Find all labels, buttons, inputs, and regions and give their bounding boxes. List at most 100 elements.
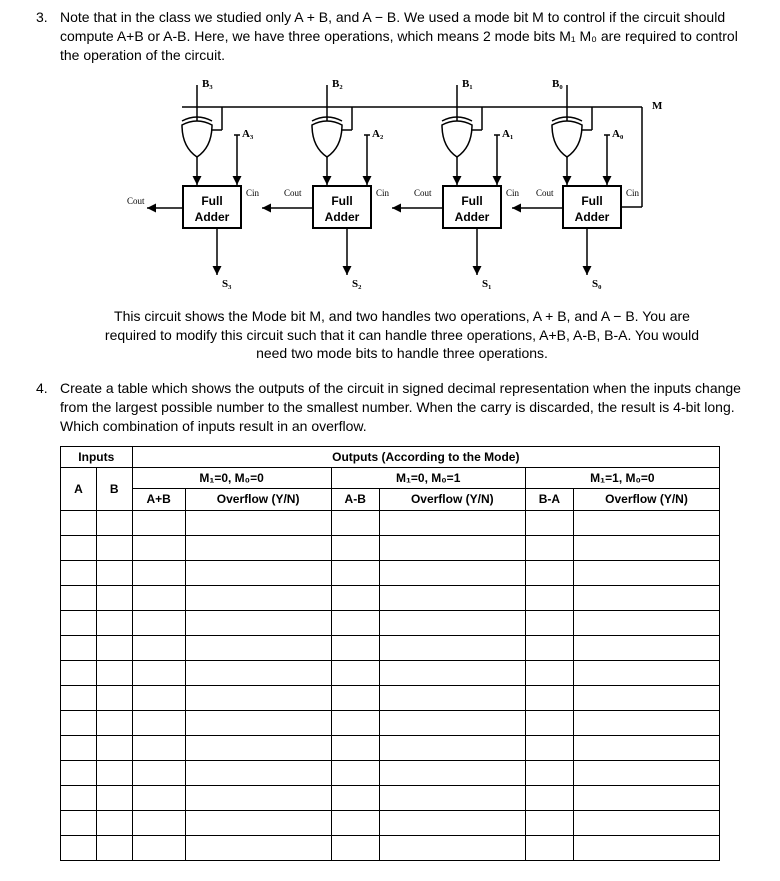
table-cell <box>525 660 573 685</box>
label-cin-0: Cin <box>626 187 639 199</box>
table-cell <box>379 660 525 685</box>
q4-text: Create a table which shows the outputs o… <box>60 379 744 436</box>
table-cell <box>379 685 525 710</box>
table-cell <box>96 560 132 585</box>
table-cell <box>96 535 132 560</box>
table-row <box>61 510 720 535</box>
label-s2: S₂ <box>352 277 361 292</box>
th-mode10: M₁=1, M₀=0 <box>525 468 719 489</box>
table-row <box>61 635 720 660</box>
table-cell <box>379 710 525 735</box>
table-cell <box>96 785 132 810</box>
label-cin-1: Cin <box>506 187 519 199</box>
table-cell <box>185 585 331 610</box>
table-cell <box>525 610 573 635</box>
label-b1: B₁ <box>462 77 473 92</box>
th-a: A <box>61 468 97 510</box>
table-cell <box>574 610 720 635</box>
table-cell <box>132 810 185 835</box>
table-cell <box>132 560 185 585</box>
table-cell <box>525 760 573 785</box>
table-cell <box>61 835 97 860</box>
table-row <box>61 660 720 685</box>
table-cell <box>61 610 97 635</box>
table-head: Inputs Outputs (According to the Mode) A… <box>61 447 720 511</box>
q4-number: 4. <box>36 379 48 398</box>
table-cell <box>185 535 331 560</box>
full-adder-3: FullAdder <box>182 185 242 229</box>
table-body <box>61 510 720 860</box>
table-cell <box>61 810 97 835</box>
table-cell <box>61 685 97 710</box>
table-cell <box>331 635 379 660</box>
table-cell <box>574 535 720 560</box>
table-cell <box>185 710 331 735</box>
table-row <box>61 735 720 760</box>
table-cell <box>96 835 132 860</box>
table-cell <box>379 535 525 560</box>
table-cell <box>525 835 573 860</box>
table-cell <box>132 510 185 535</box>
table-cell <box>96 660 132 685</box>
label-cin-3: Cin <box>246 187 259 199</box>
table-cell <box>331 760 379 785</box>
table-cell <box>574 510 720 535</box>
table-cell <box>574 810 720 835</box>
table-cell <box>525 685 573 710</box>
table-cell <box>61 735 97 760</box>
table-cell <box>61 785 97 810</box>
table-cell <box>331 810 379 835</box>
th-overflow-3: Overflow (Y/N) <box>574 489 720 510</box>
table-row <box>61 610 720 635</box>
label-b0: B₀ <box>552 77 563 92</box>
table-cell <box>574 585 720 610</box>
label-b3: B₃ <box>202 77 213 92</box>
label-s0: S₀ <box>592 277 601 292</box>
table-cell <box>574 760 720 785</box>
label-s3: S₃ <box>222 277 231 292</box>
table-cell <box>331 610 379 635</box>
table-cell <box>574 735 720 760</box>
table-cell <box>331 535 379 560</box>
table-cell <box>574 785 720 810</box>
q3-text: Note that in the class we studied only A… <box>60 8 744 65</box>
table-row <box>61 835 720 860</box>
table-cell <box>96 510 132 535</box>
table-cell <box>185 810 331 835</box>
circuit-diagram: FullAdder FullAdder FullAdder FullAdder … <box>122 75 682 305</box>
label-m: M <box>652 99 662 114</box>
table-cell <box>379 635 525 660</box>
table-cell <box>132 835 185 860</box>
table-cell <box>574 635 720 660</box>
th-b: B <box>96 468 132 510</box>
th-mode00: M₁=0, M₀=0 <box>132 468 331 489</box>
table-cell <box>185 685 331 710</box>
table-row <box>61 810 720 835</box>
label-cout-2: Cout <box>284 187 302 199</box>
table-cell <box>331 785 379 810</box>
table-row <box>61 535 720 560</box>
table-cell <box>61 585 97 610</box>
label-s1: S₁ <box>482 277 491 292</box>
table-cell <box>185 635 331 660</box>
table-cell <box>96 585 132 610</box>
table-cell <box>525 560 573 585</box>
table-cell <box>525 710 573 735</box>
table-cell <box>185 510 331 535</box>
table-cell <box>61 710 97 735</box>
full-adder-1: FullAdder <box>442 185 502 229</box>
th-bminusa: B-A <box>525 489 573 510</box>
label-a2: A₂ <box>372 127 383 142</box>
table-cell <box>331 685 379 710</box>
table-cell <box>96 610 132 635</box>
table-cell <box>96 810 132 835</box>
table-cell <box>525 535 573 560</box>
table-cell <box>132 785 185 810</box>
table-cell <box>525 585 573 610</box>
table-cell <box>574 560 720 585</box>
table-cell <box>379 760 525 785</box>
table-cell <box>61 660 97 685</box>
table-cell <box>61 535 97 560</box>
table-cell <box>61 560 97 585</box>
table-cell <box>331 560 379 585</box>
